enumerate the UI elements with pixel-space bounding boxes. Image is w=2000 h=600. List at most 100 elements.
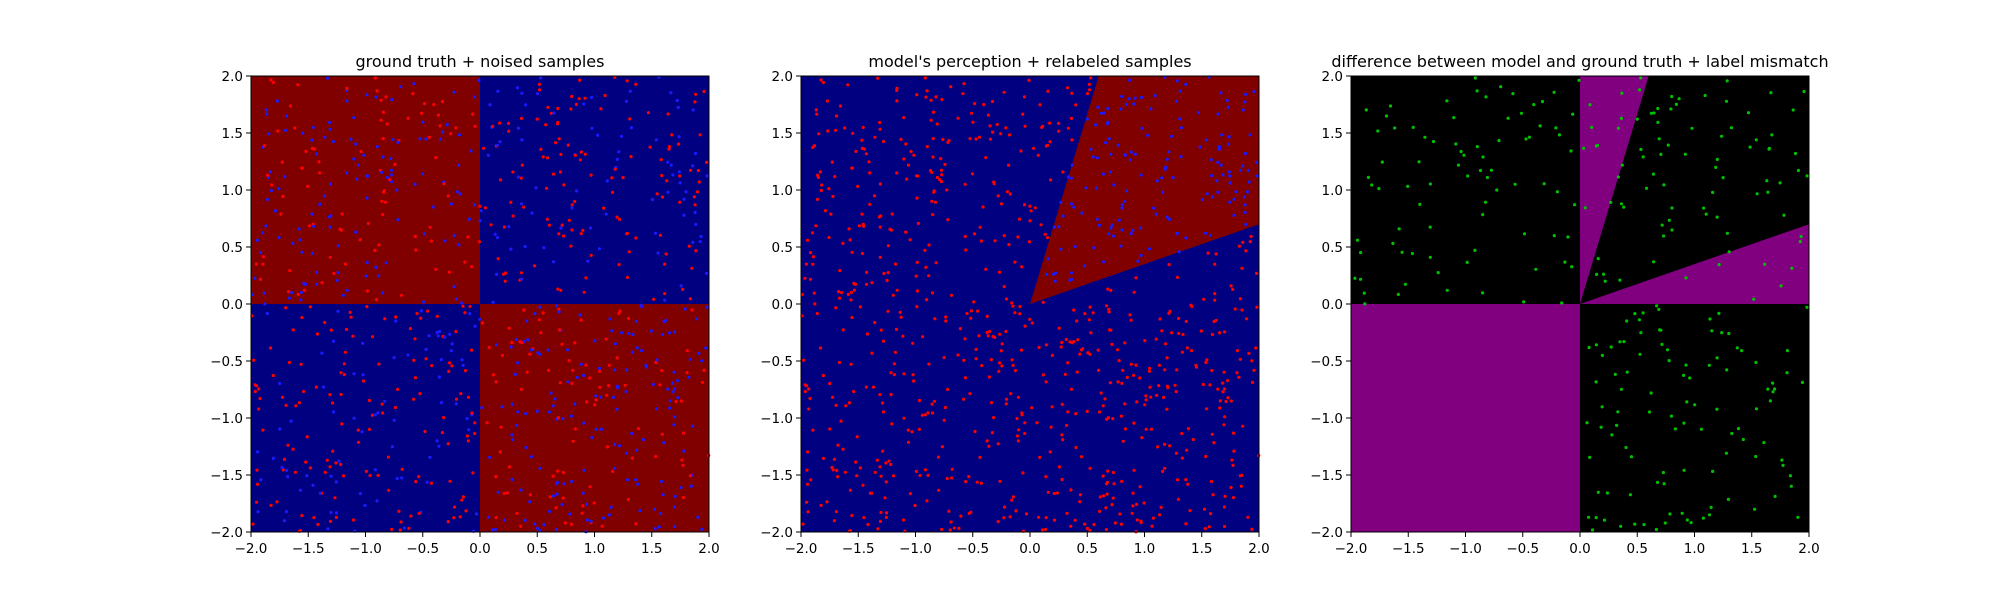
sample-point [305, 435, 309, 439]
y-tick-label: 1.5 [1322, 126, 1343, 142]
sample-point [1092, 246, 1096, 250]
sample-point [1160, 329, 1164, 333]
sample-point [356, 440, 361, 444]
sample-point [381, 110, 385, 114]
sample-point [1168, 444, 1172, 448]
sample-point [1095, 156, 1100, 160]
sample-point [336, 244, 340, 248]
sample-point [1226, 105, 1230, 109]
sample-point [834, 306, 838, 310]
sample-point [1670, 228, 1674, 232]
sample-point [682, 213, 686, 217]
sample-point [470, 411, 474, 415]
sample-point [1225, 98, 1229, 103]
sample-point [1226, 379, 1230, 383]
sample-point [1127, 97, 1131, 101]
sample-point [570, 206, 574, 210]
sample-point [1002, 90, 1006, 94]
sample-point [1669, 107, 1673, 111]
sample-point [1227, 142, 1231, 146]
sample-point [677, 135, 681, 139]
sample-point [985, 330, 989, 335]
sample-point [1219, 163, 1223, 167]
sample-point [984, 156, 988, 160]
sample-point [1061, 438, 1065, 442]
sample-point [318, 171, 322, 175]
sample-point [1684, 276, 1688, 280]
sample-point [848, 488, 853, 492]
sample-point [947, 509, 951, 513]
sample-point [390, 173, 394, 177]
sample-point [670, 133, 674, 137]
sample-point [430, 364, 434, 368]
y-tick-label: 2.0 [1322, 69, 1343, 85]
sample-point [691, 108, 695, 112]
sample-point [1624, 445, 1628, 450]
sample-point [1364, 108, 1368, 112]
sample-point [254, 262, 258, 266]
sample-point [491, 124, 495, 128]
sample-point [607, 363, 611, 367]
sample-point [1670, 94, 1674, 99]
sample-point [413, 234, 417, 239]
sample-point [413, 376, 417, 380]
sample-point [373, 248, 377, 252]
sample-point [1120, 94, 1124, 99]
sample-point [407, 526, 411, 531]
sample-point [525, 370, 529, 374]
sample-point [598, 366, 602, 370]
sample-point [805, 500, 809, 504]
sample-point [507, 129, 511, 133]
sample-point [1231, 463, 1235, 467]
sample-point [381, 137, 385, 141]
sample-point [567, 218, 571, 222]
sample-point [697, 351, 701, 355]
sample-point [1035, 421, 1039, 425]
sample-point [1046, 89, 1050, 93]
sample-point [870, 281, 874, 285]
sample-point [1711, 469, 1715, 473]
sample-point [626, 497, 631, 501]
sample-point [931, 411, 935, 415]
sample-point [1013, 260, 1017, 264]
sample-point [814, 224, 818, 228]
sample-point [1609, 200, 1613, 204]
sample-point [818, 170, 823, 174]
sample-point [339, 371, 343, 375]
x-tick-label: 2.0 [698, 541, 719, 557]
sample-point [320, 281, 324, 285]
sample-point [838, 104, 843, 108]
sample-point [1130, 511, 1134, 515]
sample-point [827, 235, 831, 240]
sample-point [555, 304, 559, 308]
sample-point [1207, 525, 1211, 529]
sample-point [278, 381, 282, 386]
sample-point [495, 272, 499, 276]
sample-point [1004, 397, 1009, 401]
sample-point [468, 312, 472, 316]
sample-point [434, 156, 438, 160]
sample-point [918, 473, 922, 478]
sample-point [297, 401, 301, 405]
sample-point [671, 381, 675, 385]
sample-point [582, 290, 586, 294]
sample-point [496, 89, 500, 93]
sample-point [366, 174, 370, 178]
x-tick-label: −1.0 [1449, 541, 1482, 557]
sample-point [597, 369, 602, 373]
sample-point [974, 137, 978, 141]
sample-point [1619, 524, 1623, 528]
sample-point [1224, 399, 1228, 404]
sample-point [1796, 515, 1800, 519]
sample-point [498, 121, 502, 125]
sample-point [1024, 512, 1029, 516]
sample-point [1078, 493, 1082, 497]
sample-point [291, 447, 295, 451]
sample-point [1660, 223, 1664, 227]
sample-point [850, 250, 854, 254]
sample-point [1036, 153, 1040, 157]
sample-point [379, 98, 383, 102]
sample-point [524, 412, 528, 416]
sample-point [1249, 234, 1253, 239]
sample-point [549, 391, 553, 395]
